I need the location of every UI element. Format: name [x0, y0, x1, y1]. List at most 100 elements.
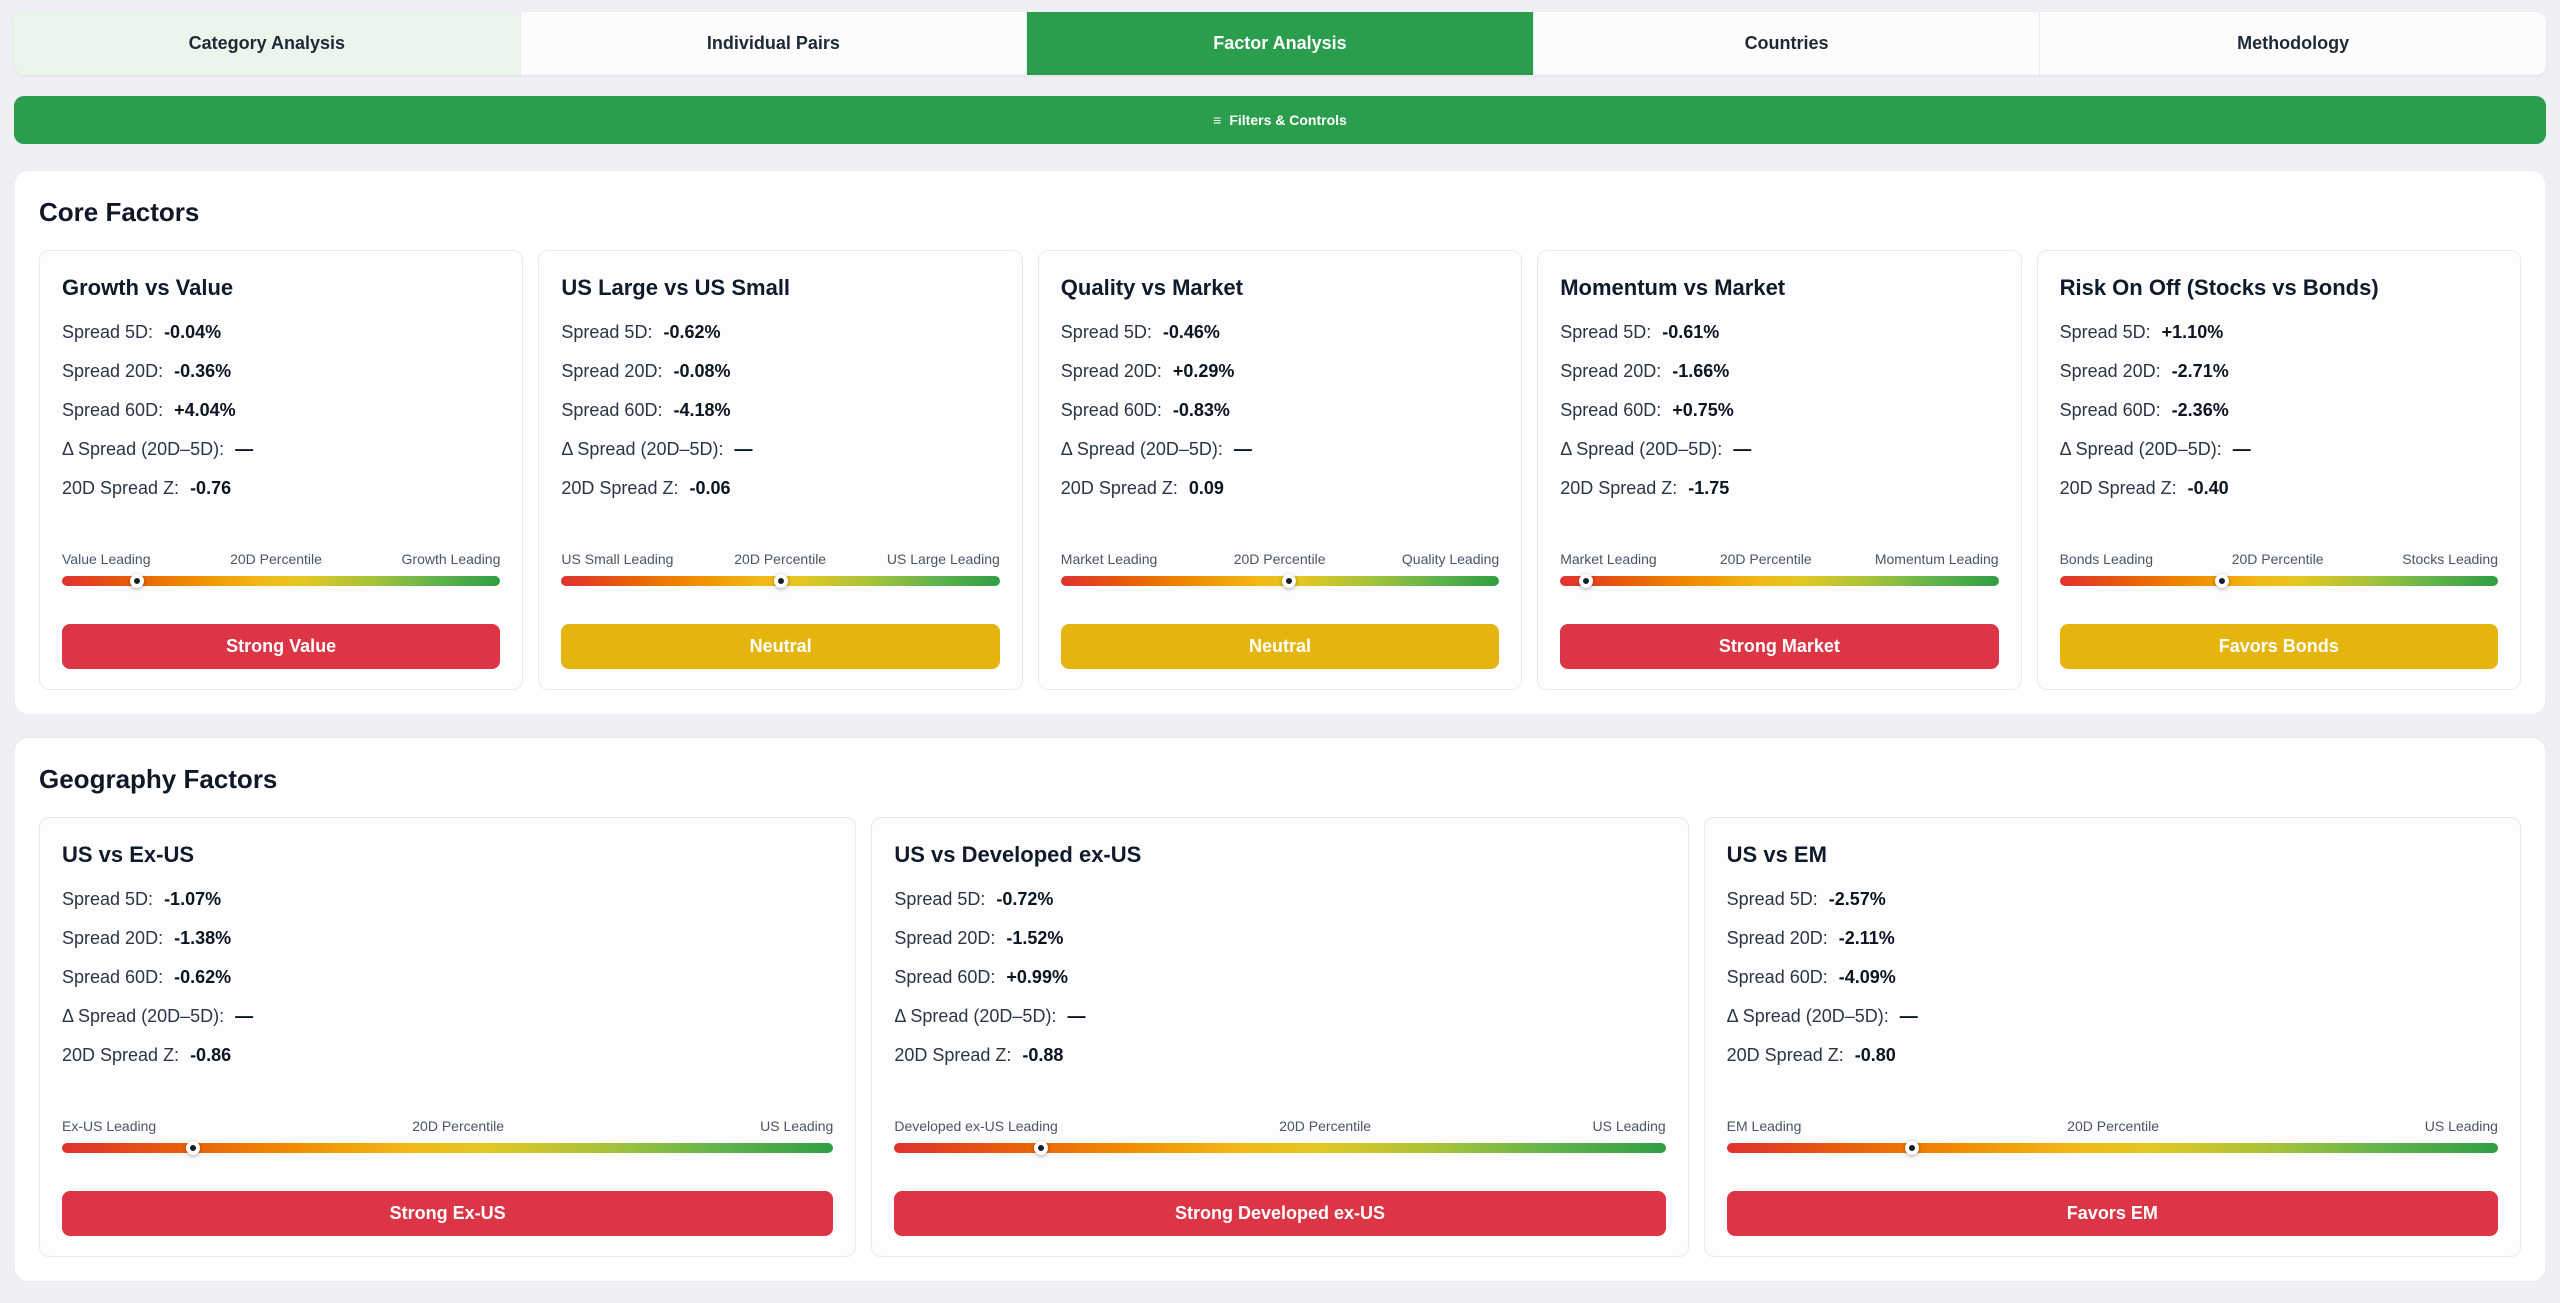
metric-row: 20D Spread Z: -0.88	[894, 1036, 1665, 1075]
metric-value: —	[1067, 1006, 1085, 1026]
metric-label: Spread 5D:	[1061, 322, 1157, 342]
metric-row: Spread 5D: +1.10%	[2060, 313, 2498, 352]
slider-center-label: 20D Percentile	[2232, 551, 2324, 567]
metric-value: +0.29%	[1173, 361, 1235, 381]
percentile-marker-dot[interactable]	[130, 574, 144, 588]
percentile-marker-dot[interactable]	[2215, 574, 2229, 588]
metric-value: —	[2233, 439, 2251, 459]
metric-value: -0.46%	[1163, 322, 1220, 342]
metric-label: Spread 5D:	[561, 322, 657, 342]
metric-label: 20D Spread Z:	[1727, 1045, 1849, 1065]
metric-label: Spread 20D:	[1727, 928, 1833, 948]
metric-row: Spread 60D: +4.04%	[62, 391, 500, 430]
metric-label: Spread 60D:	[894, 967, 1000, 987]
signal-badge: Strong Developed ex-US	[894, 1191, 1665, 1236]
percentile-marker-dot[interactable]	[186, 1141, 200, 1155]
metric-label: Spread 60D:	[1560, 400, 1666, 420]
metric-label: Δ Spread (20D–5D):	[2060, 439, 2227, 459]
filters-controls-button[interactable]: ≡Filters & Controls	[14, 96, 2546, 144]
tab-factor-analysis[interactable]: Factor Analysis	[1027, 12, 1534, 75]
metric-row: Spread 20D: -0.36%	[62, 352, 500, 391]
metric-row: Spread 60D: -0.62%	[62, 958, 833, 997]
factor-card: Risk On Off (Stocks vs Bonds) Spread 5D:…	[2037, 250, 2521, 690]
factor-card: US vs Ex-US Spread 5D: -1.07% Spread 20D…	[39, 817, 856, 1257]
percentile-marker-dot[interactable]	[1034, 1141, 1048, 1155]
metric-label: Spread 60D:	[561, 400, 667, 420]
metric-label: Δ Spread (20D–5D):	[894, 1006, 1061, 1026]
metric-row: Δ Spread (20D–5D): —	[1061, 430, 1499, 469]
tab-individual-pairs[interactable]: Individual Pairs	[521, 12, 1028, 75]
metric-value: -0.76	[190, 478, 231, 498]
metric-row: Spread 20D: -1.38%	[62, 919, 833, 958]
percentile-slider: EM Leading 20D Percentile US Leading	[1727, 1092, 2498, 1153]
metric-row: Spread 20D: -2.11%	[1727, 919, 2498, 958]
metric-value: +0.99%	[1006, 967, 1068, 987]
metric-label: Spread 60D:	[62, 967, 168, 987]
metric-value: -0.62%	[663, 322, 720, 342]
metric-row: Spread 60D: +0.99%	[894, 958, 1665, 997]
metric-row: Spread 20D: +0.29%	[1061, 352, 1499, 391]
slider-right-label: Stocks Leading	[2402, 551, 2498, 567]
metric-row: Δ Spread (20D–5D): —	[1727, 997, 2498, 1036]
section-title: Core Factors	[39, 197, 2521, 228]
metrics-list: Spread 5D: -0.04% Spread 20D: -0.36% Spr…	[62, 313, 500, 508]
metric-value: —	[735, 439, 753, 459]
tab-methodology[interactable]: Methodology	[2040, 12, 2546, 75]
metric-row: Spread 60D: -0.83%	[1061, 391, 1499, 430]
percentile-marker-dot[interactable]	[774, 574, 788, 588]
slider-center-label: 20D Percentile	[412, 1118, 504, 1134]
factor-card-title: US Large vs US Small	[561, 275, 999, 301]
slider-labels: US Small Leading 20D Percentile US Large…	[561, 551, 999, 567]
metric-row: Spread 5D: -0.72%	[894, 880, 1665, 919]
metric-label: Spread 5D:	[62, 322, 158, 342]
metric-label: Spread 20D:	[62, 361, 168, 381]
percentile-marker-dot[interactable]	[1282, 574, 1296, 588]
metric-row: Spread 5D: -0.46%	[1061, 313, 1499, 352]
metrics-list: Spread 5D: -0.61% Spread 20D: -1.66% Spr…	[1560, 313, 1998, 508]
signal-badge: Strong Value	[62, 624, 500, 669]
metric-row: Δ Spread (20D–5D): —	[561, 430, 999, 469]
slider-center-label: 20D Percentile	[1234, 551, 1326, 567]
percentile-slider: US Small Leading 20D Percentile US Large…	[561, 525, 999, 586]
percentile-gradient-track	[1727, 1143, 2498, 1153]
metric-row: Spread 60D: -4.09%	[1727, 958, 2498, 997]
tab-countries[interactable]: Countries	[1534, 12, 2041, 75]
metric-value: -0.62%	[174, 967, 231, 987]
metric-row: 20D Spread Z: -1.75	[1560, 469, 1998, 508]
percentile-gradient-track	[2060, 576, 2498, 586]
slider-left-label: Value Leading	[62, 551, 150, 567]
metric-value: -1.07%	[164, 889, 221, 909]
metrics-list: Spread 5D: -0.72% Spread 20D: -1.52% Spr…	[894, 880, 1665, 1075]
metric-label: 20D Spread Z:	[62, 478, 184, 498]
signal-badge: Strong Ex-US	[62, 1191, 833, 1236]
metric-value: -0.72%	[996, 889, 1053, 909]
metric-label: Spread 20D:	[894, 928, 1000, 948]
metric-row: Δ Spread (20D–5D): —	[62, 430, 500, 469]
metric-row: Δ Spread (20D–5D): —	[1560, 430, 1998, 469]
filters-controls-label: Filters & Controls	[1229, 112, 1346, 128]
metrics-list: Spread 5D: -1.07% Spread 20D: -1.38% Spr…	[62, 880, 833, 1075]
metric-row: Spread 20D: -1.52%	[894, 919, 1665, 958]
metric-label: Spread 5D:	[2060, 322, 2156, 342]
metric-label: Spread 60D:	[2060, 400, 2166, 420]
percentile-marker-dot[interactable]	[1905, 1141, 1919, 1155]
slider-right-label: US Leading	[760, 1118, 833, 1134]
tab-category-analysis[interactable]: Category Analysis	[14, 12, 521, 75]
metric-label: Spread 20D:	[1061, 361, 1167, 381]
signal-badge: Strong Market	[1560, 624, 1998, 669]
metric-row: Spread 60D: +0.75%	[1560, 391, 1998, 430]
factor-card-title: Growth vs Value	[62, 275, 500, 301]
percentile-marker-dot[interactable]	[1579, 574, 1593, 588]
metric-label: Spread 20D:	[62, 928, 168, 948]
metric-label: Δ Spread (20D–5D):	[1727, 1006, 1894, 1026]
metric-value: -0.08%	[673, 361, 730, 381]
signal-badge: Neutral	[561, 624, 999, 669]
metric-value: -0.88	[1022, 1045, 1063, 1065]
slider-center-label: 20D Percentile	[230, 551, 322, 567]
metric-label: Spread 5D:	[1560, 322, 1656, 342]
metric-row: 20D Spread Z: 0.09	[1061, 469, 1499, 508]
metric-value: -0.06	[689, 478, 730, 498]
factor-card-title: US vs Developed ex-US	[894, 842, 1665, 868]
percentile-gradient-track	[894, 1143, 1665, 1153]
metric-value: -2.71%	[2172, 361, 2229, 381]
